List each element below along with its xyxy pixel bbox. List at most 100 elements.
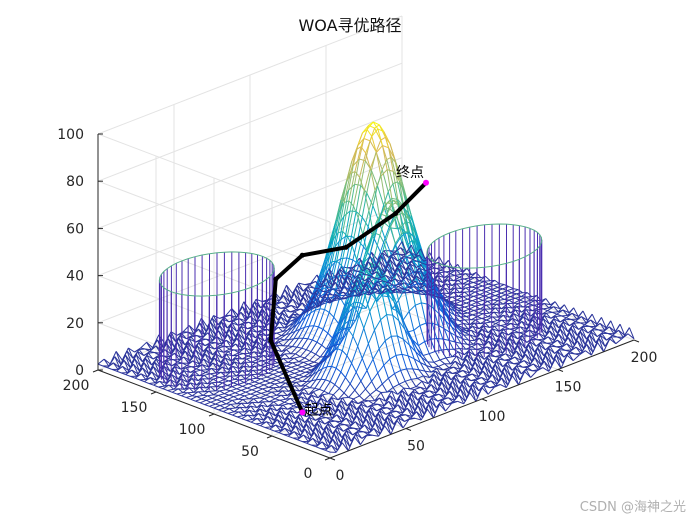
surface-line bbox=[290, 372, 295, 374]
surface-line bbox=[252, 388, 258, 390]
surface-line bbox=[266, 379, 272, 381]
surface-line bbox=[303, 338, 308, 339]
surface-line bbox=[460, 303, 466, 305]
surface-line bbox=[354, 302, 360, 303]
surface-line bbox=[212, 395, 218, 398]
surface-line bbox=[224, 391, 230, 394]
surface-line bbox=[255, 393, 261, 395]
surface-line bbox=[221, 387, 226, 390]
surface-line bbox=[324, 391, 329, 393]
surface-line bbox=[223, 383, 228, 386]
surface-line bbox=[224, 394, 229, 395]
surface-line bbox=[168, 391, 173, 393]
surface-line bbox=[265, 366, 270, 369]
surface-line bbox=[214, 395, 219, 396]
surface-line bbox=[311, 342, 317, 352]
surface-line bbox=[467, 317, 472, 320]
surface-line bbox=[285, 367, 291, 370]
surface-line bbox=[387, 315, 393, 316]
surface-line bbox=[274, 400, 280, 402]
surface-line bbox=[356, 372, 361, 381]
surface-line bbox=[209, 406, 214, 408]
surface-line bbox=[251, 392, 257, 395]
surface-line bbox=[346, 363, 352, 377]
surface-line bbox=[414, 326, 420, 331]
surface-line bbox=[486, 292, 491, 294]
surface-line bbox=[149, 384, 154, 386]
surface-line bbox=[317, 329, 323, 342]
surface-line bbox=[306, 350, 311, 352]
surface-line bbox=[232, 400, 237, 403]
surface-line bbox=[214, 406, 220, 409]
surface-line bbox=[307, 443, 312, 445]
surface-line bbox=[247, 386, 253, 388]
surface-line bbox=[463, 309, 469, 311]
surface-line bbox=[98, 359, 104, 364]
surface-line bbox=[471, 288, 477, 292]
surface-line bbox=[354, 177, 360, 206]
surface-line bbox=[353, 295, 358, 296]
surface-line bbox=[416, 387, 421, 388]
surface-line bbox=[291, 367, 296, 369]
surface-line bbox=[264, 399, 269, 402]
surface-line bbox=[316, 345, 322, 354]
surface-line bbox=[295, 371, 301, 373]
surface-line bbox=[493, 284, 499, 286]
surface-line bbox=[257, 389, 263, 392]
surface-line bbox=[368, 330, 374, 344]
surface-line bbox=[297, 362, 303, 365]
surface-line bbox=[293, 363, 298, 366]
surface-line bbox=[297, 365, 302, 366]
surface-line bbox=[241, 390, 246, 392]
surface-line bbox=[388, 374, 394, 379]
surface-line bbox=[420, 323, 426, 325]
surface-line bbox=[314, 362, 319, 363]
surface-line bbox=[299, 375, 304, 377]
surface-line bbox=[299, 358, 305, 362]
surface-line bbox=[218, 395, 223, 397]
surface-line bbox=[255, 379, 261, 382]
surface-line bbox=[231, 404, 237, 405]
surface-line bbox=[495, 293, 501, 296]
surface-line bbox=[316, 447, 321, 449]
surface-line bbox=[256, 424, 261, 426]
surface-line bbox=[247, 388, 252, 390]
surface-line bbox=[301, 368, 307, 371]
surface-line bbox=[228, 413, 233, 415]
surface-line bbox=[344, 384, 350, 393]
surface-line bbox=[500, 295, 506, 297]
surface-line bbox=[243, 386, 248, 388]
surface-line bbox=[296, 354, 301, 357]
surface-line bbox=[270, 366, 276, 369]
surface-line bbox=[300, 350, 306, 357]
surface-line bbox=[270, 380, 276, 383]
surface-line bbox=[367, 130, 372, 137]
surface-line bbox=[256, 363, 261, 366]
surface-line bbox=[375, 330, 380, 349]
surface-line bbox=[191, 397, 197, 400]
surface-line bbox=[472, 287, 477, 288]
surface-line bbox=[457, 300, 462, 301]
surface-line bbox=[455, 301, 461, 304]
surface-line bbox=[439, 364, 445, 367]
surface-line bbox=[339, 378, 345, 389]
surface-line bbox=[484, 294, 490, 296]
surface-line bbox=[378, 365, 384, 373]
surface-line bbox=[244, 396, 249, 399]
surface-line bbox=[320, 309, 325, 310]
surface-line bbox=[227, 383, 233, 386]
surface-line bbox=[417, 294, 422, 295]
surface-line bbox=[226, 309, 232, 316]
surface-line bbox=[241, 388, 247, 390]
surface-line bbox=[381, 320, 386, 341]
surface-line bbox=[223, 395, 229, 397]
surface-line bbox=[271, 397, 276, 399]
surface-line bbox=[299, 362, 304, 363]
surface-line bbox=[247, 375, 252, 376]
surface-line bbox=[303, 361, 309, 363]
surface-line bbox=[231, 391, 236, 393]
surface-line bbox=[182, 396, 187, 398]
surface-line bbox=[273, 372, 279, 374]
surface-line bbox=[263, 389, 268, 392]
surface-line bbox=[219, 408, 225, 410]
